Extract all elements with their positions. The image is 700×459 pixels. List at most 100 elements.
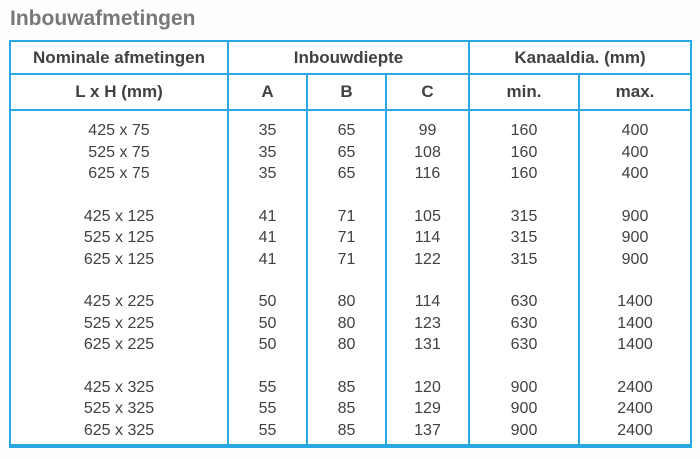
- table-cell-value: 35: [258, 122, 277, 139]
- table-cell-value: 525 x 75: [88, 143, 150, 161]
- table-cell-value: 80: [337, 314, 356, 332]
- subheader-c: C: [385, 73, 468, 109]
- table-cell-value: 80: [337, 293, 356, 310]
- subheader-b: B: [306, 73, 385, 109]
- table-cell-value: 425 x 75: [88, 122, 150, 139]
- table-cell-value: 1400: [617, 293, 653, 310]
- table-cell-value: 900: [621, 229, 649, 246]
- row-group-1: 900 900 900: [580, 206, 690, 271]
- table-cell-value: 160: [510, 143, 538, 161]
- table-cell-value: 625 x 125: [83, 250, 155, 268]
- row-group-0: 35 35 35: [229, 120, 306, 185]
- table-cell-value: 400: [621, 143, 649, 161]
- table-cell-value: 900: [510, 378, 538, 396]
- body-column-max: 400 400 400 900 900 900 1400 1400 1400 2400 2400 24…: [578, 109, 690, 444]
- table-cell-value: 425 x 125: [83, 207, 155, 225]
- table-cell-value: 65: [337, 122, 356, 139]
- table-cell-value: 108: [414, 143, 441, 161]
- table-cell-value: 625 x 225: [83, 336, 155, 353]
- table-cell-value: 120: [414, 378, 441, 396]
- table-cell-value: 50: [258, 336, 277, 353]
- row-group-2: 80 80 80: [308, 291, 385, 356]
- installation-dimensions-table: Nominale afmetingen Inbouwdiepte Kanaald…: [9, 40, 692, 448]
- table-cell-value: 900: [621, 250, 649, 268]
- table-cell-value: 55: [258, 400, 277, 417]
- row-group-3: 425 x 325 525 x 325 625 x 325: [11, 377, 227, 442]
- row-group-0: 65 65 65: [308, 120, 385, 185]
- table-cell-value: 65: [337, 143, 356, 161]
- table-cell-value: 41: [258, 250, 277, 268]
- row-group-3: 2400 2400 2400: [580, 377, 690, 442]
- table-cell-value: 80: [337, 336, 356, 353]
- row-group-2: 1400 1400 1400: [580, 291, 690, 356]
- row-group-2: 425 x 225 525 x 225 625 x 225: [11, 291, 227, 356]
- table-cell-value: 630: [510, 314, 538, 332]
- row-group-3: 120 129 137: [387, 377, 468, 442]
- subheader-max: max.: [578, 73, 690, 109]
- table-cell-value: 35: [258, 165, 277, 182]
- row-group-2: 50 50 50: [229, 291, 306, 356]
- table-cell-value: 71: [337, 229, 356, 246]
- table-cell-value: 55: [258, 421, 277, 439]
- table-cell-value: 525 x 225: [83, 314, 155, 332]
- row-group-1: 71 71 71: [308, 206, 385, 271]
- table-cell-value: 71: [337, 207, 356, 225]
- row-group-1: 425 x 125 525 x 125 625 x 125: [11, 206, 227, 271]
- table-cell-value: 85: [337, 421, 356, 439]
- table-cell-value: 315: [510, 229, 538, 246]
- header-kanaaldia: Kanaaldia. (mm): [468, 42, 690, 73]
- table-cell-value: 900: [510, 400, 538, 417]
- row-group-3: 85 85 85: [308, 377, 385, 442]
- table-cell-value: 160: [510, 165, 538, 182]
- table-cell-value: 625 x 75: [88, 165, 150, 182]
- table-cell-value: 41: [258, 207, 277, 225]
- body-column-b: 65 65 65 71 71 71 80 80 80 85 85 85: [306, 109, 385, 444]
- header-nominale-afmetingen: Nominale afmetingen: [33, 47, 205, 67]
- table-cell-value: 625 x 325: [83, 421, 155, 439]
- table-cell-value: 105: [414, 207, 441, 225]
- table-cell-value: 35: [258, 143, 277, 161]
- table-cell-value: 425 x 325: [83, 378, 155, 396]
- table-cell-value: 630: [510, 293, 538, 310]
- subheader-a: A: [227, 73, 306, 109]
- table-cell-value: 65: [337, 165, 356, 182]
- table-cell-value: 900: [621, 207, 649, 225]
- table-cell-value: 315: [510, 250, 538, 268]
- table-cell-value: 131: [414, 336, 441, 353]
- row-group-3: 900 900 900: [470, 377, 578, 442]
- table-cell-value: 400: [621, 122, 649, 139]
- table-cell-value: 85: [337, 378, 356, 396]
- row-group-1: 41 41 41: [229, 206, 306, 271]
- row-group-2: 630 630 630: [470, 291, 578, 356]
- table-cell-value: 525 x 125: [83, 229, 155, 246]
- table-cell-value: 315: [510, 207, 538, 225]
- table-cell-value: 425 x 225: [83, 293, 155, 310]
- table-cell-value: 630: [510, 336, 538, 353]
- table-cell-value: 400: [621, 165, 649, 182]
- table-cell-value: 114: [414, 229, 441, 246]
- table-cell-value: 160: [510, 122, 538, 139]
- row-group-0: 99 108 116: [387, 120, 468, 185]
- body-column-lxh: 425 x 75 525 x 75 625 x 75 425 x 125 525 x 1…: [11, 109, 227, 444]
- table-cell-value: 50: [258, 293, 277, 310]
- table-cell-value: 2400: [617, 378, 653, 396]
- table-cell-value: 71: [337, 250, 356, 268]
- header-inbouwdiepte: Inbouwdiepte: [227, 42, 468, 73]
- table-cell-value: 129: [414, 400, 441, 417]
- table-cell-value: 85: [337, 400, 356, 417]
- body-column-a: 35 35 35 41 41 41 50 50 50 55 55 55: [227, 109, 306, 444]
- subheader-l-x-h: L x H (mm): [11, 73, 227, 109]
- table-cell-value: 1400: [617, 336, 653, 353]
- table-cell-value: 1400: [617, 314, 653, 332]
- table-cell-value: 525 x 325: [83, 400, 155, 417]
- row-group-0: 425 x 75 525 x 75 625 x 75: [11, 120, 227, 185]
- body-column-c: 99 108 116 105 114 122 114 123 131 120 129 137: [385, 109, 468, 444]
- subheader-min: min.: [468, 73, 578, 109]
- table-cell-value: 137: [414, 421, 441, 439]
- table-cell-value: 900: [510, 421, 538, 439]
- row-group-0: 400 400 400: [580, 120, 690, 185]
- table-cell-value: 2400: [617, 421, 653, 439]
- table-cell-value: 2400: [617, 400, 653, 417]
- table-cell-value: 116: [414, 165, 441, 182]
